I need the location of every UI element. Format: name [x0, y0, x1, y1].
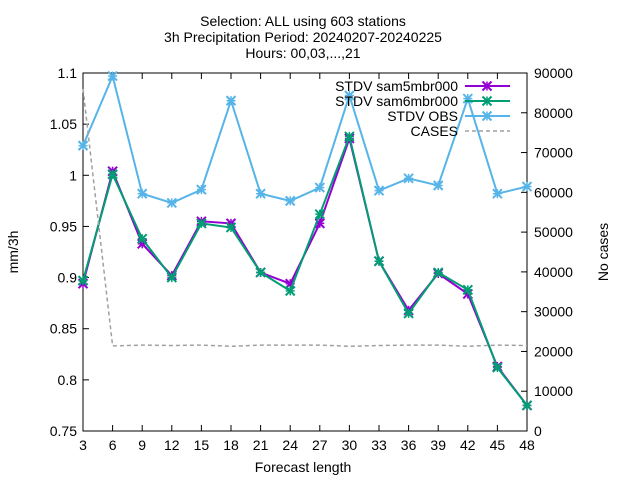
- data-point: [521, 400, 533, 411]
- y2-tick-label: 10000: [534, 383, 573, 399]
- data-point: [166, 197, 178, 209]
- x-tick-label: 21: [253, 437, 269, 453]
- y2-tick-label: 20000: [534, 343, 573, 359]
- data-point: [432, 267, 444, 278]
- x-tick-label: 15: [194, 437, 210, 453]
- x-tick-label: 42: [460, 437, 476, 453]
- plot-area: 3 6 9 12 15 18 21 24 27 30 33 36 39 42 45 480.750.80.85…: [50, 65, 573, 453]
- y-tick-label: 0.85: [50, 321, 77, 337]
- chart-title: Selection: ALL using 603 stations 3h Pre…: [164, 13, 442, 61]
- data-point: [462, 284, 474, 296]
- data-point: [481, 95, 493, 107]
- y2-axis-label: No cases: [595, 223, 611, 281]
- x-tick-label: 30: [342, 437, 358, 453]
- data-point: [255, 188, 266, 199]
- data-point: [481, 80, 493, 92]
- title-line-1: Selection: ALL using 603 stations: [200, 13, 406, 29]
- y-tick-label: 1.05: [50, 116, 77, 132]
- y-axis: 0.75 0.8 0.85 0.9 0.95 1 1.05 1.1: [50, 65, 89, 439]
- x-tick-label: 6: [109, 437, 117, 453]
- data-point: [403, 173, 414, 184]
- x-axis-label: Forecast length: [255, 459, 352, 475]
- y2-tick-label: 0: [534, 423, 542, 439]
- y-tick-label: 0.9: [58, 270, 78, 286]
- data-point: [77, 140, 89, 151]
- x-tick-label: 18: [223, 437, 239, 453]
- y2-tick-label: 70000: [534, 145, 573, 161]
- series: [82, 88, 528, 348]
- legend-item: STDV sam5mbr000: [335, 78, 510, 94]
- legend-label: STDV OBS: [387, 108, 458, 124]
- data-point: [77, 275, 89, 286]
- legend-item: STDV OBS: [387, 108, 510, 124]
- data-point: [136, 233, 148, 244]
- y-tick-label: 0.8: [58, 372, 78, 388]
- x-tick-label: 36: [401, 437, 417, 453]
- data-point: [196, 218, 207, 229]
- series-line: [82, 72, 528, 204]
- data-point: [314, 182, 326, 193]
- data-point: [492, 188, 503, 199]
- x-tick-label: 27: [312, 437, 328, 453]
- series-line: [82, 133, 528, 407]
- data-point: [481, 110, 493, 122]
- legend-item: STDV sam6mbr000: [335, 93, 510, 109]
- y-axis-label: mm/3h: [5, 231, 21, 274]
- data-point: [521, 181, 533, 192]
- y-tick-label: 1: [69, 167, 77, 183]
- data-point: [255, 267, 266, 278]
- series-group: [77, 70, 533, 411]
- data-point: [284, 285, 296, 297]
- y2-axis: 0 10000 20000 30000 40000 50000 60000 70000 8000…: [521, 65, 573, 439]
- data-point: [344, 90, 355, 101]
- data-point: [107, 70, 118, 82]
- y2-tick-label: 90000: [534, 65, 573, 81]
- x-tick-label: 45: [490, 437, 506, 453]
- data-point: [166, 272, 178, 283]
- title-line-2: 3h Precipitation Period: 20240207-202402…: [164, 29, 442, 45]
- y2-tick-label: 60000: [534, 184, 573, 200]
- legend-label: STDV sam6mbr000: [335, 93, 458, 109]
- series: [77, 70, 533, 209]
- data-point: [225, 95, 237, 106]
- x-tick-label: 3: [79, 437, 87, 453]
- title-line-3: Hours: 00,03,...,21: [245, 45, 360, 61]
- x-tick-label: 12: [164, 437, 180, 453]
- data-point: [344, 131, 355, 142]
- data-point: [492, 362, 503, 373]
- x-axis: 3 6 9 12 15 18 21 24 27 30 33 36 39 42 45 48: [79, 73, 535, 453]
- data-point: [225, 222, 237, 233]
- data-point: [136, 188, 148, 199]
- data-point: [107, 169, 118, 180]
- x-tick-label: 48: [519, 437, 535, 453]
- data-point: [373, 255, 385, 267]
- x-tick-label: 39: [430, 437, 446, 453]
- y-tick-label: 0.75: [50, 423, 77, 439]
- x-tick-label: 33: [371, 437, 387, 453]
- data-point: [284, 195, 296, 207]
- data-point: [373, 185, 385, 196]
- x-tick-label: 9: [138, 437, 146, 453]
- x-tick-label: 24: [282, 437, 298, 453]
- y2-tick-label: 50000: [534, 224, 573, 240]
- y2-tick-label: 40000: [534, 264, 573, 280]
- data-point: [403, 308, 414, 319]
- legend-label: CASES: [411, 123, 458, 139]
- legend-item: CASES: [411, 123, 510, 139]
- data-point: [432, 180, 444, 191]
- y-tick-label: 1.1: [58, 65, 78, 81]
- y2-tick-label: 30000: [534, 304, 573, 320]
- data-point: [196, 184, 207, 195]
- data-point: [314, 208, 326, 220]
- y-tick-label: 0.95: [50, 218, 77, 234]
- series: [77, 131, 533, 411]
- legend-label: STDV sam5mbr000: [335, 78, 458, 94]
- series-line: [82, 88, 528, 348]
- y2-tick-label: 80000: [534, 105, 573, 121]
- plot-frame: [82, 72, 528, 432]
